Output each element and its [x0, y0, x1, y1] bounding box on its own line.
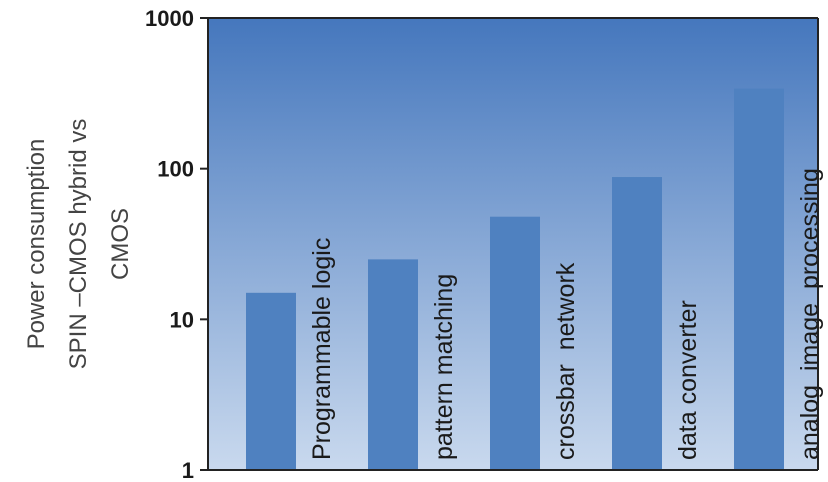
y-axis-label-line: CMOS — [107, 208, 134, 280]
bar — [734, 88, 784, 470]
y-axis-label-line: Power consumption — [23, 139, 50, 350]
y-tick-label: 10 — [170, 307, 194, 332]
bar-category-label: crossbar network — [552, 262, 580, 460]
y-tick-label: 100 — [157, 157, 194, 182]
bar — [612, 177, 662, 470]
y-tick-label: 1 — [182, 458, 194, 482]
bar-labels: Programmable logic pattern matching crossb… — [308, 168, 824, 460]
y-axis-label-line: SPIN –CMOS hybrid vs — [65, 119, 92, 370]
bar — [246, 292, 296, 470]
bar — [490, 216, 540, 470]
bar-category-label: Programmable logic — [308, 238, 336, 460]
bar-category-label: data converter — [674, 300, 702, 460]
bar — [368, 259, 418, 470]
bars — [246, 88, 784, 470]
y-axis-ticks: 1 10 100 1000 — [145, 6, 208, 482]
bar-category-label: analog image processing — [796, 168, 824, 460]
y-axis-label: Power consumption SPIN –CMOS hybrid vs CMO… — [23, 119, 134, 370]
bar-category-label: pattern matching — [430, 274, 458, 460]
y-tick-label: 1000 — [145, 6, 194, 31]
